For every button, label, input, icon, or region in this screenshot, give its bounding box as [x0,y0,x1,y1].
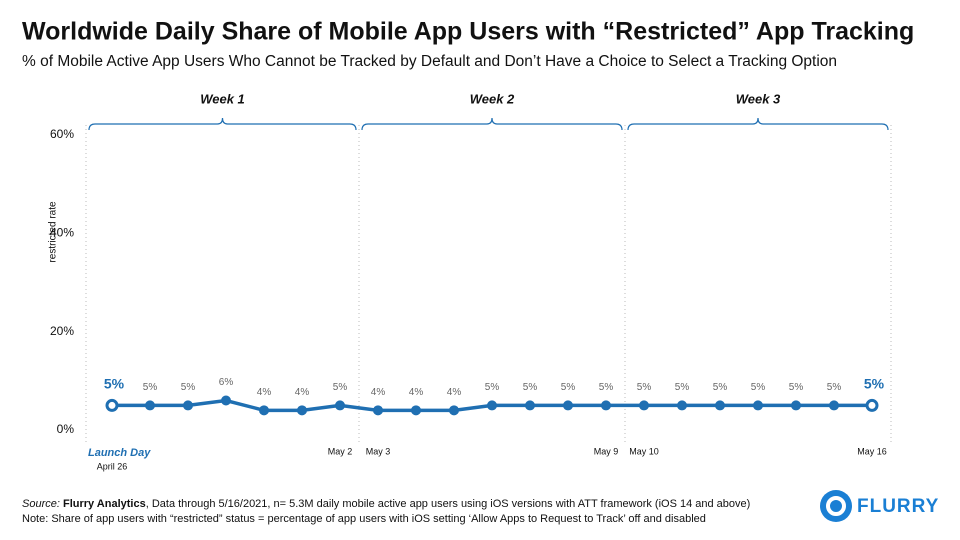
value-label: 4% [295,387,310,398]
point [449,405,459,416]
x-tick-label: April 26 [97,461,128,471]
launch-annotation: Launch Day [88,447,151,459]
value-label: 5% [789,382,804,393]
value-label: 5% [181,382,196,393]
value-label: 5% [675,382,690,393]
point [715,400,725,411]
point [145,400,155,411]
x-tick-label: May 3 [366,446,391,456]
logo-ring [826,496,846,516]
x-tick-label: May 9 [594,446,619,456]
point [105,398,119,412]
point [259,405,269,416]
week-label: Week 2 [470,91,515,106]
point [487,400,497,411]
point [335,400,345,411]
week-bracket [361,117,623,131]
point [639,400,649,411]
value-label: 4% [257,387,272,398]
value-label: 5% [143,382,158,393]
point [297,405,307,416]
chart-subtitle: % of Mobile Active App Users Who Cannot … [22,53,837,70]
value-label: 4% [409,387,424,398]
value-label: 5% [104,376,125,392]
point [829,400,839,411]
point [753,400,763,411]
point [221,395,231,406]
y-tick-label: 0% [57,422,75,436]
week-label: Week 1 [200,91,245,106]
source-name: Flurry Analytics [63,498,146,510]
logo-text: FLURRY [857,496,939,517]
value-label: 4% [371,387,386,398]
chart-title: Worldwide Daily Share of Mobile App User… [22,18,914,46]
note: Note: Share of app users with “restricte… [22,513,706,525]
point [865,398,879,412]
source-text: , Data through 5/16/2021, n= 5.3M daily … [146,498,751,510]
point [411,405,421,416]
point [791,400,801,411]
value-label: 6% [219,377,234,388]
value-label: 5% [864,376,885,392]
logo-icon [820,490,852,522]
value-label: 5% [485,382,500,393]
value-label: 5% [827,382,842,393]
y-tick-label: 60% [50,127,74,141]
logo-circle [820,490,852,522]
point [525,400,535,411]
source-label: Source: [22,498,60,510]
value-label: 5% [713,382,728,393]
point [563,400,573,411]
source-label: Source: Flurry Analytics, Data through 5… [22,498,750,510]
y-axis-label: restricted rate [48,201,59,263]
value-label: 5% [751,382,766,393]
week-bracket [88,117,357,131]
week-bracket [627,117,889,131]
value-label: 5% [561,382,576,393]
point [373,405,383,416]
point [601,400,611,411]
point [677,400,687,411]
x-tick-label: May 10 [629,446,659,456]
value-label: 5% [599,382,614,393]
value-label: 5% [333,382,348,393]
x-tick-label: May 2 [328,446,353,456]
y-tick-label: 40% [50,226,74,240]
y-tick-label: 20% [50,324,74,338]
value-label: 5% [523,382,538,393]
value-label: 4% [447,387,462,398]
value-label: 5% [637,382,652,393]
x-tick-label: May 16 [857,446,887,456]
point [183,400,193,411]
week-label: Week 3 [736,91,781,106]
